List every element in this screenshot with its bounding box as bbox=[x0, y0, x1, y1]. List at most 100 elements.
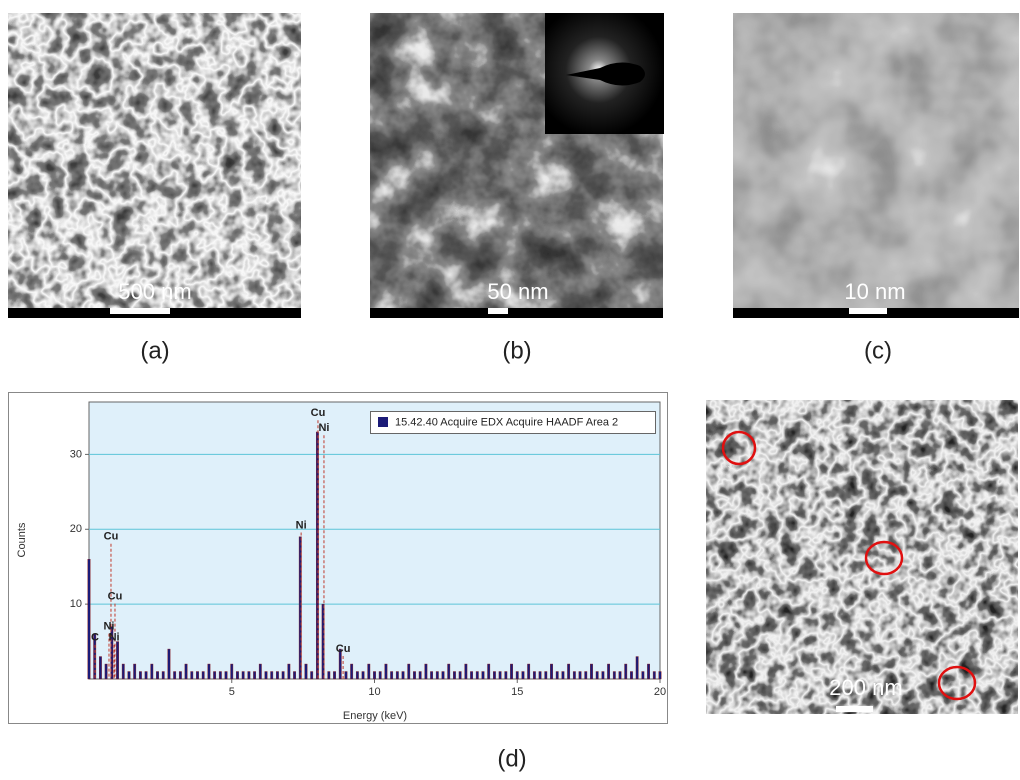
spectrum-bar bbox=[236, 672, 238, 679]
spectrum-bar bbox=[630, 672, 632, 679]
x-tick-label: 5 bbox=[229, 686, 235, 698]
peak-label: Cu bbox=[311, 407, 326, 419]
spectrum-bar bbox=[128, 672, 130, 679]
spectrum-bar bbox=[373, 672, 375, 679]
spectrum-bar bbox=[202, 672, 204, 679]
spectrum-bar bbox=[585, 672, 587, 679]
spectrum-bar bbox=[659, 672, 661, 679]
spectrum-bar bbox=[253, 672, 255, 679]
spectrum-bar bbox=[156, 672, 158, 679]
y-tick-label: 20 bbox=[70, 523, 82, 535]
spectrum-bar bbox=[333, 672, 335, 679]
caption: (a) bbox=[140, 337, 169, 364]
spectrum-bar bbox=[345, 672, 347, 679]
spectrum-bar bbox=[248, 672, 250, 679]
caption: (c) bbox=[864, 337, 892, 364]
spectrum-bar bbox=[482, 672, 484, 679]
y-axis-label: Counts bbox=[16, 522, 28, 557]
spectrum-bar bbox=[196, 672, 198, 679]
spectrum-bar bbox=[282, 672, 284, 679]
spectrum-bar bbox=[328, 672, 330, 679]
scale-label: 200 nm bbox=[829, 675, 902, 700]
scale-bar bbox=[836, 706, 873, 712]
spectrum-bar bbox=[179, 672, 181, 679]
figure: 500 nm (a) 50 nm (b) 10 nm (c) 200 nm Co… bbox=[0, 0, 1020, 775]
spectrum-bar bbox=[105, 664, 107, 679]
spectrum-bar bbox=[213, 672, 215, 679]
spectrum-bar bbox=[413, 672, 415, 679]
caption: (d) bbox=[497, 745, 526, 772]
spectrum-bar bbox=[139, 672, 141, 679]
spectrum-bar bbox=[642, 672, 644, 679]
scale-label: 500 nm bbox=[118, 279, 191, 304]
plot-area bbox=[89, 402, 660, 679]
scale-bar bbox=[110, 308, 170, 314]
spectrum-bar bbox=[208, 664, 210, 679]
spectrum-bar bbox=[493, 672, 495, 679]
spectrum-bar bbox=[379, 672, 381, 679]
spectrum-bar bbox=[259, 664, 261, 679]
spectrum-bar bbox=[168, 649, 170, 679]
spectrum-bar bbox=[293, 672, 295, 679]
spectrum-bar bbox=[242, 672, 244, 679]
spectrum-bar bbox=[436, 672, 438, 679]
legend-swatch bbox=[378, 417, 388, 427]
x-tick-label: 10 bbox=[368, 686, 380, 698]
y-tick-label: 30 bbox=[70, 448, 82, 460]
spectrum-bar bbox=[579, 672, 581, 679]
scale-bar bbox=[849, 308, 887, 314]
spectrum-bar bbox=[225, 672, 227, 679]
spectrum-bar bbox=[539, 672, 541, 679]
spectrum-bar bbox=[476, 672, 478, 679]
spectrum-bar bbox=[573, 672, 575, 679]
spectrum-bar bbox=[590, 664, 592, 679]
peak-label: Ni bbox=[318, 422, 329, 434]
peak-label: Cu bbox=[104, 531, 119, 543]
peak-label: Cu bbox=[336, 643, 351, 655]
spectrum-bar bbox=[368, 664, 370, 679]
spectrum-bar bbox=[470, 672, 472, 679]
spectrum-bar bbox=[550, 664, 552, 679]
peak-label: Ni bbox=[296, 519, 307, 531]
spectrum-bar bbox=[647, 664, 649, 679]
spectrum-bar bbox=[162, 672, 164, 679]
legend-label: 15.42.40 Acquire EDX Acquire HAADF Area … bbox=[395, 416, 618, 428]
spectrum-bar bbox=[425, 664, 427, 679]
spectrum-bar bbox=[402, 672, 404, 679]
spectrum-bar bbox=[305, 664, 307, 679]
spectrum-bar bbox=[408, 664, 410, 679]
spectrum-bar bbox=[390, 672, 392, 679]
spectrum-bar bbox=[613, 672, 615, 679]
spectrum-bar bbox=[265, 672, 267, 679]
spectrum-bar bbox=[116, 642, 118, 679]
spectrum-bar bbox=[442, 672, 444, 679]
spectrum-bar bbox=[499, 672, 501, 679]
spectrum-bar bbox=[619, 672, 621, 679]
spectrum-bar bbox=[522, 672, 524, 679]
spectrum-bar bbox=[419, 672, 421, 679]
spectrum-bar bbox=[310, 672, 312, 679]
y-tick-label: 10 bbox=[70, 598, 82, 610]
spectrum-bar bbox=[567, 664, 569, 679]
scale-bar bbox=[488, 308, 508, 314]
spectrum-bar bbox=[356, 672, 358, 679]
spectrum-bar bbox=[453, 672, 455, 679]
scale-strip bbox=[370, 308, 663, 318]
peak-label: Ni bbox=[109, 632, 120, 644]
spectrum-bar bbox=[527, 664, 529, 679]
spectrum-bar bbox=[533, 672, 535, 679]
spectrum-bar bbox=[516, 672, 518, 679]
scale-label: 50 nm bbox=[487, 279, 548, 304]
micrograph-a bbox=[8, 13, 301, 318]
spectrum-bar bbox=[448, 664, 450, 679]
spectrum-bar bbox=[288, 664, 290, 679]
spectrum-bar bbox=[133, 664, 135, 679]
spectrum-bar bbox=[430, 672, 432, 679]
spectrum-bar bbox=[362, 672, 364, 679]
peak-label: Cu bbox=[108, 591, 123, 603]
x-tick-label: 20 bbox=[654, 686, 666, 698]
spectrum-bar bbox=[625, 664, 627, 679]
spectrum-bar bbox=[510, 664, 512, 679]
spectrum-bar bbox=[545, 672, 547, 679]
spectrum-bar bbox=[185, 664, 187, 679]
